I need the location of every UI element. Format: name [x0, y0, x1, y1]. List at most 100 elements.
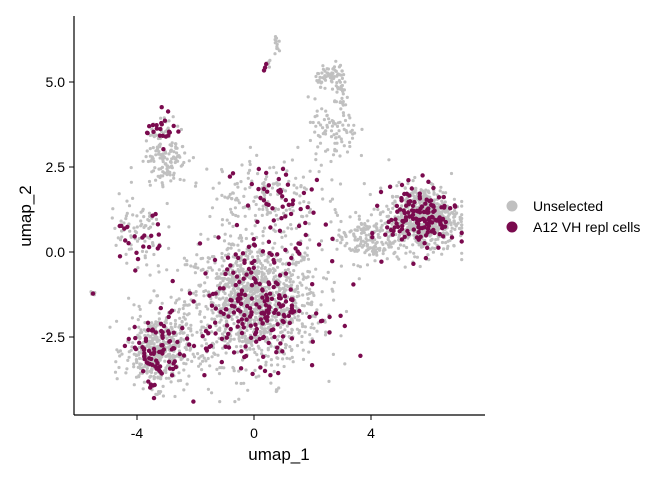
point-unselected	[204, 304, 208, 309]
point-unselected	[260, 213, 264, 217]
point-unselected	[225, 277, 229, 281]
point-unselected	[343, 231, 347, 235]
point-unselected	[446, 239, 450, 243]
point-unselected	[169, 380, 173, 384]
point-a12-vh-repl-cells	[133, 335, 138, 341]
point-unselected	[316, 71, 320, 76]
point-unselected	[220, 167, 224, 172]
point-unselected	[406, 181, 410, 186]
point-unselected	[246, 176, 250, 180]
point-a12-vh-repl-cells	[229, 298, 234, 303]
point-unselected	[138, 336, 142, 340]
point-unselected	[127, 350, 131, 354]
point-unselected	[315, 329, 319, 333]
point-unselected	[350, 136, 355, 140]
point-unselected	[187, 288, 191, 292]
point-unselected	[282, 289, 287, 293]
point-unselected	[348, 144, 352, 149]
point-unselected	[440, 240, 445, 245]
point-unselected	[158, 142, 162, 146]
point-unselected	[343, 118, 348, 123]
point-unselected	[391, 206, 395, 210]
point-unselected	[235, 181, 239, 186]
point-unselected	[168, 165, 172, 169]
point-unselected	[204, 359, 208, 363]
point-unselected	[199, 328, 203, 332]
point-a12-vh-repl-cells	[234, 274, 240, 279]
point-unselected	[231, 224, 235, 229]
point-unselected	[316, 145, 320, 149]
point-a12-vh-repl-cells	[155, 222, 161, 227]
point-unselected	[308, 238, 312, 242]
point-unselected	[153, 166, 157, 170]
point-unselected	[285, 356, 289, 360]
point-unselected	[276, 183, 280, 187]
point-unselected	[171, 353, 175, 357]
point-unselected	[459, 219, 463, 224]
point-a12-vh-repl-cells	[132, 234, 137, 239]
point-unselected	[220, 255, 224, 260]
point-unselected	[191, 156, 195, 160]
point-unselected	[214, 295, 218, 299]
point-unselected	[137, 304, 141, 308]
point-unselected	[347, 113, 351, 117]
point-a12-vh-repl-cells	[221, 311, 226, 316]
point-unselected	[340, 69, 344, 73]
point-unselected	[207, 266, 211, 270]
point-a12-vh-repl-cells	[290, 198, 296, 203]
point-unselected	[124, 214, 128, 218]
point-unselected	[110, 216, 114, 220]
point-a12-vh-repl-cells	[224, 335, 229, 340]
point-unselected	[167, 225, 171, 229]
point-a12-vh-repl-cells	[286, 261, 292, 267]
point-unselected	[403, 265, 407, 269]
point-unselected	[316, 133, 320, 138]
point-unselected	[254, 315, 258, 319]
point-a12-vh-repl-cells	[266, 239, 272, 244]
point-unselected	[119, 219, 123, 223]
point-unselected	[163, 155, 167, 160]
point-unselected	[315, 114, 319, 118]
point-unselected	[334, 136, 338, 140]
point-unselected	[378, 212, 382, 216]
point-unselected	[317, 121, 321, 125]
point-unselected	[223, 195, 227, 199]
point-unselected	[327, 379, 331, 383]
point-unselected	[136, 318, 140, 322]
point-unselected	[323, 74, 327, 78]
point-unselected	[182, 368, 186, 372]
point-unselected	[221, 279, 225, 283]
point-a12-vh-repl-cells	[280, 166, 286, 172]
point-unselected	[184, 362, 188, 366]
point-unselected	[333, 208, 337, 212]
point-unselected	[204, 289, 208, 293]
point-unselected	[365, 224, 369, 228]
point-unselected	[263, 327, 267, 331]
point-unselected	[444, 241, 448, 245]
point-unselected	[235, 350, 240, 354]
point-unselected	[329, 135, 334, 139]
point-unselected	[337, 129, 341, 133]
point-unselected	[203, 315, 207, 319]
point-unselected	[148, 334, 152, 338]
point-unselected	[253, 350, 257, 355]
point-a12-vh-repl-cells	[436, 245, 441, 250]
point-unselected	[353, 249, 357, 253]
point-unselected	[164, 376, 168, 380]
point-unselected	[290, 327, 294, 331]
point-a12-vh-repl-cells	[292, 309, 297, 314]
point-a12-vh-repl-cells	[260, 310, 266, 315]
point-unselected	[195, 330, 199, 334]
point-a12-vh-repl-cells	[202, 373, 207, 378]
point-a12-vh-repl-cells	[420, 216, 426, 221]
point-unselected	[210, 206, 215, 210]
point-unselected	[144, 155, 148, 159]
point-unselected	[276, 207, 280, 211]
point-unselected	[117, 365, 121, 370]
point-unselected	[236, 287, 240, 291]
point-a12-vh-repl-cells	[404, 203, 409, 208]
point-unselected	[147, 219, 151, 223]
point-a12-vh-repl-cells	[358, 353, 363, 358]
point-unselected	[365, 263, 370, 267]
point-unselected	[302, 200, 306, 204]
